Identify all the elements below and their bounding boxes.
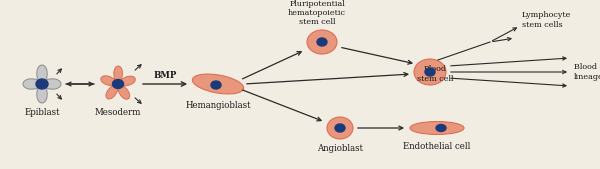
Text: BMP: BMP bbox=[154, 71, 176, 80]
Text: Angioblast: Angioblast bbox=[317, 144, 363, 153]
Ellipse shape bbox=[327, 117, 353, 139]
Polygon shape bbox=[23, 65, 61, 103]
Ellipse shape bbox=[36, 79, 48, 89]
Ellipse shape bbox=[211, 81, 221, 89]
Text: Mesoderm: Mesoderm bbox=[95, 108, 141, 117]
Text: Blood cell
lineages: Blood cell lineages bbox=[574, 63, 600, 81]
Ellipse shape bbox=[425, 68, 435, 76]
Text: Blood
stem cell: Blood stem cell bbox=[417, 65, 453, 83]
Text: Pluripotential
hematopoietic
stem cell: Pluripotential hematopoietic stem cell bbox=[288, 0, 346, 26]
Ellipse shape bbox=[410, 122, 464, 135]
Text: Epiblast: Epiblast bbox=[24, 108, 60, 117]
Text: Lymphocyte
stem cells: Lymphocyte stem cells bbox=[522, 11, 571, 29]
Text: Hemangioblast: Hemangioblast bbox=[185, 101, 251, 110]
Ellipse shape bbox=[317, 38, 327, 46]
Ellipse shape bbox=[335, 124, 345, 132]
Ellipse shape bbox=[193, 74, 244, 94]
Ellipse shape bbox=[436, 125, 446, 131]
Ellipse shape bbox=[307, 30, 337, 54]
Ellipse shape bbox=[113, 79, 124, 89]
Polygon shape bbox=[101, 66, 136, 99]
Ellipse shape bbox=[414, 59, 446, 85]
Text: Endothelial cell: Endothelial cell bbox=[403, 142, 470, 151]
